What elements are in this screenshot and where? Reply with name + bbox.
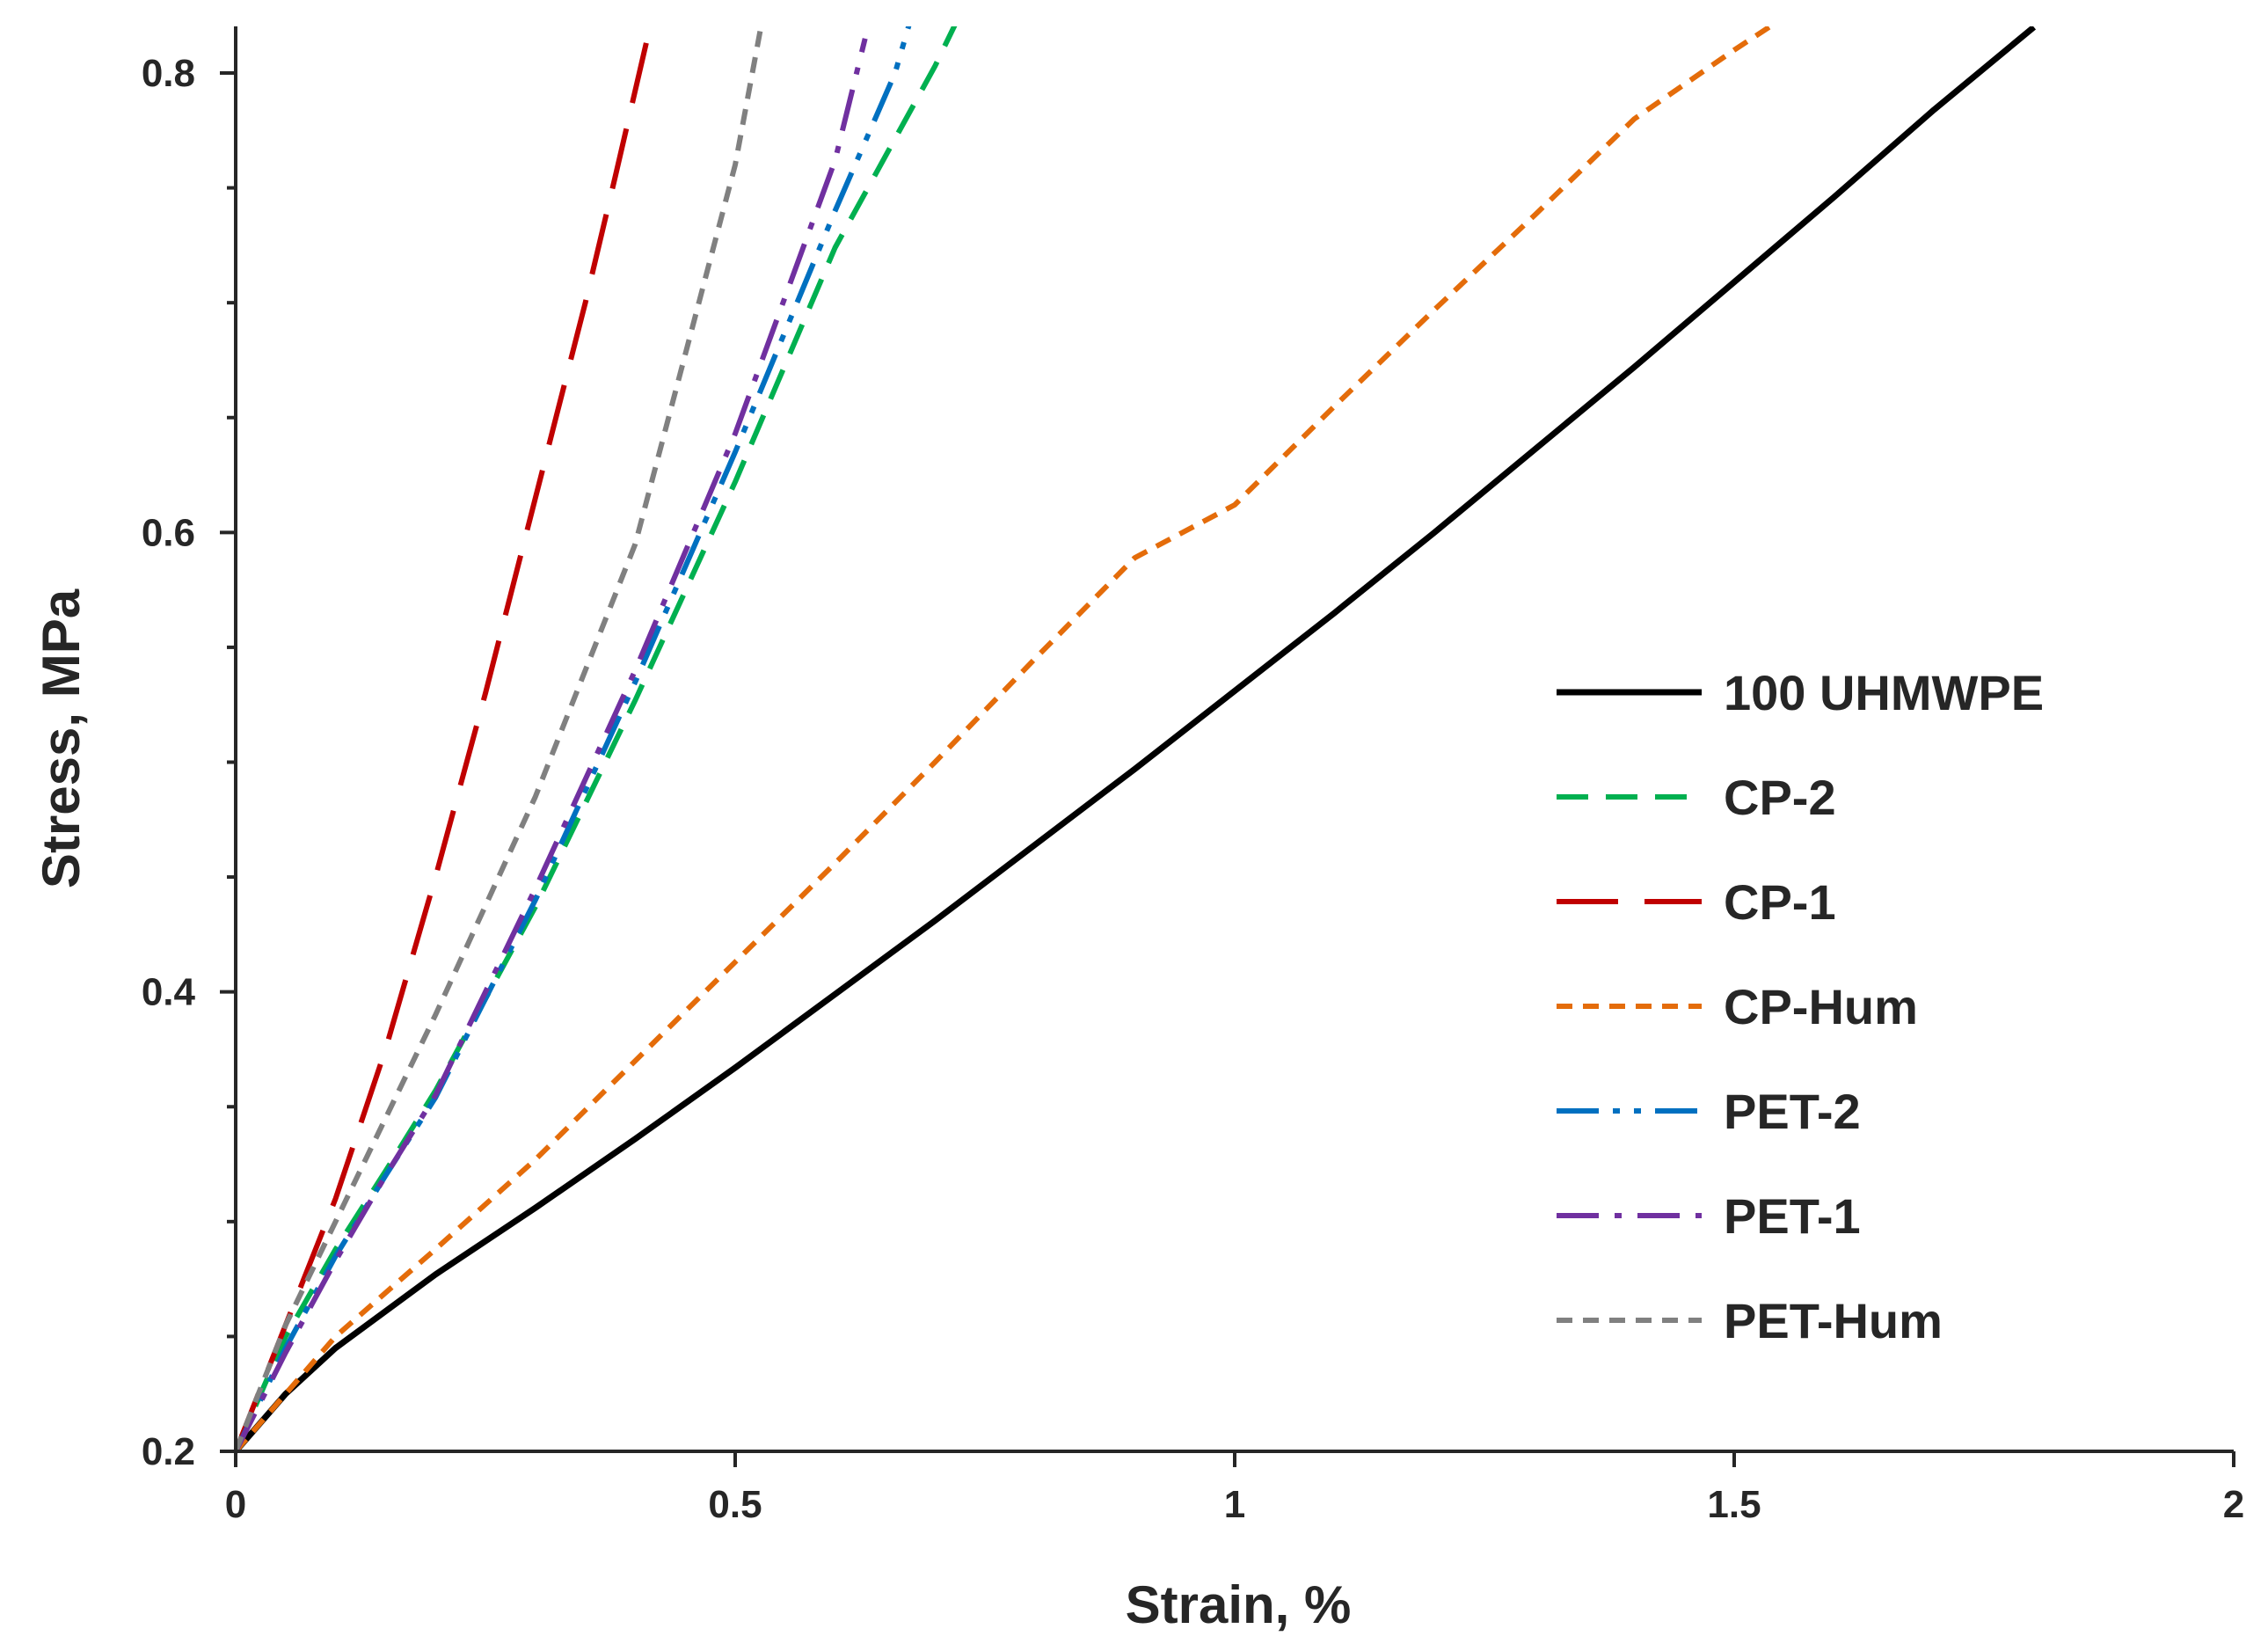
legend: 100 UHMWPE CP-2 CP-1 CP-Hum PET-2 PET-1 PET-Hu… [1557,665,2044,1348]
x-axis-title: Strain, % [1126,1575,1352,1634]
series-line-pet-2 [236,26,912,1453]
y-tick-label: 0.4 [142,971,196,1014]
y-tick-label: 0.2 [142,1430,195,1473]
y-tick-label: 0.6 [142,511,195,554]
legend-label: CP-Hum [1724,979,1918,1034]
x-tick-label: 1.5 [1707,1483,1761,1526]
y-tick-label: 0.8 [142,52,195,95]
legend-label: PET-2 [1724,1084,1861,1139]
series-line-cp-hum [236,26,1776,1453]
x-tick-label: 0.5 [708,1483,762,1526]
x-tick-label: 2 [2223,1483,2244,1526]
legend-label: CP-1 [1724,874,1836,930]
x-ticks: 0 0.5 1 1.5 2 [225,1451,2244,1526]
series-line-cp-1 [236,26,653,1453]
axes [234,26,2234,1453]
x-tick-label: 0 [225,1483,246,1526]
y-ticks: 0.2 0.4 0.6 0.8 [142,52,236,1473]
y-axis-title: Stress, MPa [32,588,91,888]
x-tick-label: 1 [1224,1483,1245,1526]
legend-label: 100 UHMWPE [1724,665,2044,720]
legend-label: PET-1 [1724,1188,1861,1244]
series-line-100-uhmwpe [236,26,2037,1454]
legend-label: CP-2 [1724,770,1836,825]
series-line-pet-hum [236,26,764,1453]
series-line-pet-1 [236,38,868,1453]
legend-label: PET-Hum [1724,1293,1943,1348]
series-layer [236,26,2037,1454]
series-line-cp-2 [236,26,958,1453]
